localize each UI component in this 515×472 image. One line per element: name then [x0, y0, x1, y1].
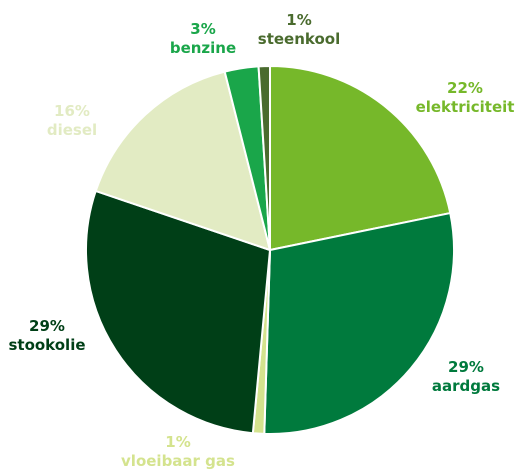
pie-slice-diesel — [94, 70, 271, 251]
label-vloeibaar-gas: 1% vloeibaar gas — [121, 433, 235, 470]
slice-label-stookolie-value: 29% — [29, 317, 65, 335]
slice-label-stookolie-name: stookolie — [8, 336, 85, 354]
slice-label-aardgas-value: 29% — [448, 358, 484, 376]
slice-label-diesel-name: diesel — [47, 121, 97, 139]
label-aardgas: 29% aardgas — [432, 358, 500, 395]
pie-slice-steenkool — [257, 65, 271, 251]
label-stookolie: 29% stookolie — [8, 317, 85, 354]
pie-slice-stookolie — [85, 189, 271, 435]
slice-label-elektriciteit-name: elektriciteit — [416, 98, 515, 116]
label-benzine: 3% benzine — [170, 20, 236, 57]
pie-slice-aardgas — [263, 212, 455, 435]
slice-label-aardgas-name: aardgas — [432, 377, 500, 395]
slice-label-vloeibaar-gas-value: 1% — [165, 433, 190, 451]
slice-label-benzine-value: 3% — [190, 20, 215, 38]
slice-label-steenkool-value: 1% — [286, 11, 311, 29]
pie-slices — [85, 65, 455, 435]
slice-label-elektriciteit-value: 22% — [447, 79, 483, 97]
slice-label-vloeibaar-gas-name: vloeibaar gas — [121, 452, 235, 470]
label-diesel: 16% diesel — [47, 102, 97, 139]
slice-label-diesel-value: 16% — [54, 102, 90, 120]
label-elektriciteit: 22% elektriciteit — [416, 79, 515, 116]
pie-slice-elektriciteit — [269, 65, 452, 251]
slice-label-benzine-name: benzine — [170, 39, 236, 57]
slice-label-steenkool-name: steenkool — [258, 30, 340, 48]
label-steenkool: 1% steenkool — [258, 11, 340, 48]
